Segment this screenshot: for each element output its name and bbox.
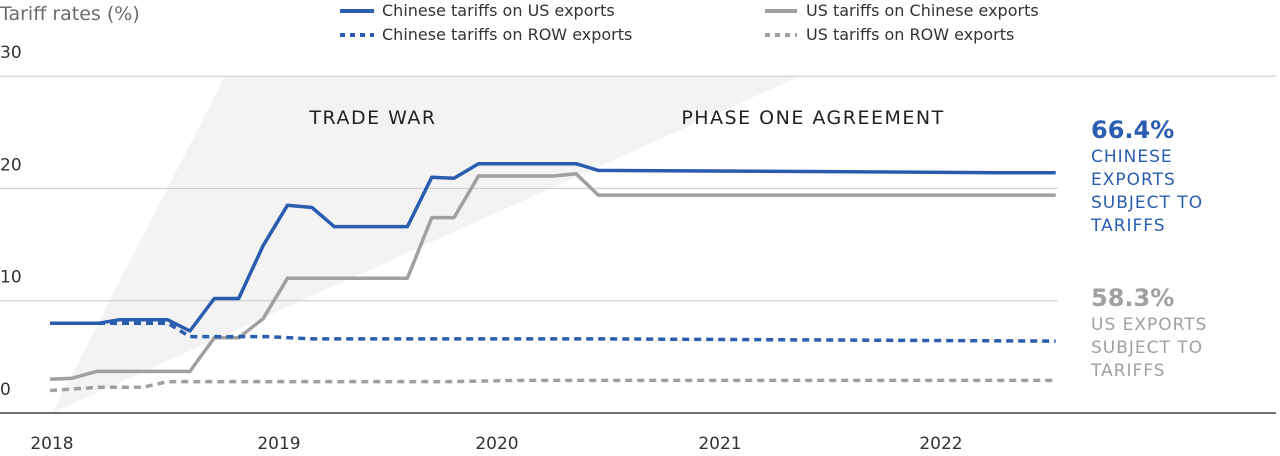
x-tick-label: 2018 — [30, 434, 73, 454]
y-tick-label: 30 — [0, 43, 22, 63]
us-callout: 58.3% US EXPORTS SUBJECT TO TARIFFS — [1090, 284, 1207, 381]
y-tick-label: 0 — [0, 380, 11, 400]
y-tick-label: 10 — [0, 268, 22, 288]
trade-war-shaded-region — [52, 76, 800, 413]
legend-label-cn-us: Chinese tariffs on US exports — [382, 1, 615, 20]
us-callout-line-1: US EXPORTS — [1091, 315, 1207, 335]
y-tick-labels: 0 10 20 30 — [0, 43, 22, 400]
phase-label-trade-war: TRADE WAR — [308, 107, 436, 129]
china-callout-line-2: EXPORTS — [1091, 170, 1176, 190]
series-lines — [49, 161, 1056, 393]
gridlines — [0, 75, 1276, 414]
legend-label-us-row: US tariffs on ROW exports — [806, 25, 1014, 44]
y-axis-title: Tariff rates (%) — [0, 3, 140, 25]
series-line-us-tariffs-on-chinese-exports — [49, 172, 1056, 382]
y-tick-label: 20 — [0, 155, 22, 175]
series-line-chinese-tariffs-on-row-exports — [50, 321, 1056, 343]
x-tick-label: 2022 — [919, 434, 962, 454]
china-callout-line-4: TARIFFS — [1090, 216, 1166, 236]
china-callout-line-3: SUBJECT TO — [1091, 193, 1203, 213]
series-line-us-tariffs-on-row-exports — [49, 378, 1056, 393]
china-callout-value: 66.4% — [1091, 116, 1174, 144]
legend-label-cn-row: Chinese tariffs on ROW exports — [382, 25, 632, 44]
china-callout-line-1: CHINESE — [1091, 147, 1173, 167]
x-tick-label: 2020 — [475, 434, 518, 454]
x-tick-label: 2019 — [257, 434, 300, 454]
legend: Chinese tariffs on US exports Chinese ta… — [340, 1, 1039, 44]
phase-label-phase-one: PHASE ONE AGREEMENT — [681, 107, 944, 129]
x-tick-labels: 2018 2019 2020 2021 2022 — [30, 434, 962, 454]
x-tick-label: 2021 — [698, 434, 741, 454]
us-callout-line-3: TARIFFS — [1090, 361, 1166, 381]
series-line-chinese-tariffs-on-us-exports — [50, 161, 1056, 333]
us-callout-line-2: SUBJECT TO — [1091, 338, 1203, 358]
legend-label-us-cn: US tariffs on Chinese exports — [806, 1, 1039, 20]
china-callout: 66.4% CHINESE EXPORTS SUBJECT TO TARIFFS — [1090, 116, 1203, 236]
us-callout-value: 58.3% — [1091, 284, 1174, 312]
